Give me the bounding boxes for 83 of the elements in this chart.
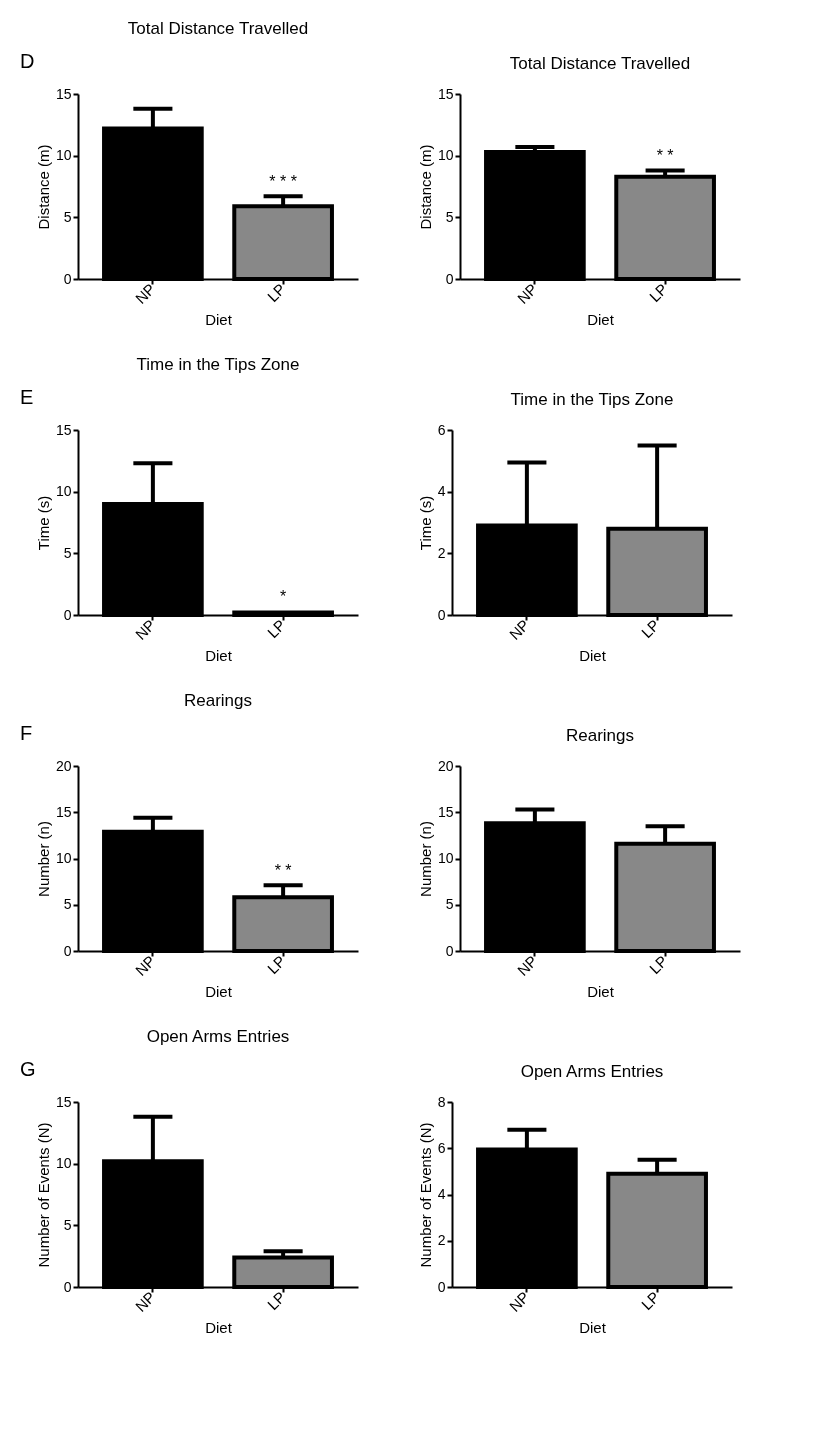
y-tick-label: 4 xyxy=(437,1186,446,1202)
x-tick-label: LP xyxy=(263,280,289,306)
x-tick-label: NP xyxy=(131,1288,159,1315)
annotation: * * xyxy=(656,147,674,165)
y-axis-title: Number (n) xyxy=(416,821,434,897)
y-axis-title: Number of Events (N) xyxy=(34,1122,52,1268)
y-tick-label: 2 xyxy=(437,544,446,561)
y-tick-label: 10 xyxy=(55,483,72,500)
y-tick-label: 5 xyxy=(63,896,72,913)
y-tick-label: 15 xyxy=(55,803,72,820)
y-tick-label: 10 xyxy=(437,147,454,164)
y-tick-label: 15 xyxy=(437,803,454,820)
x-tick-label: LP xyxy=(645,280,671,306)
annotation: * * xyxy=(274,862,292,880)
y-tick-label: 6 xyxy=(437,421,446,438)
y-tick-label: 15 xyxy=(55,85,72,102)
text: E xyxy=(20,386,34,408)
x-axis-title: Diet xyxy=(205,1318,233,1336)
chart-title: Total Distance Travelled xyxy=(509,54,691,73)
x-axis-title: Diet xyxy=(587,310,615,328)
y-axis-title: Time (s) xyxy=(34,495,52,551)
y-tick-label: 4 xyxy=(437,483,446,500)
y-tick-label: 0 xyxy=(63,1278,72,1295)
x-tick-label: LP xyxy=(645,952,671,978)
y-tick-label: 0 xyxy=(63,942,72,959)
y-tick-label: 2 xyxy=(437,1232,446,1249)
x-tick-label: NP xyxy=(505,1288,533,1315)
y-tick-label: 0 xyxy=(437,606,446,623)
x-tick-label: NP xyxy=(131,616,159,643)
text: F xyxy=(20,722,33,744)
x-tick-label: LP xyxy=(263,1288,289,1314)
x-tick-label: LP xyxy=(263,952,289,978)
y-axis-title: Distance (m) xyxy=(416,144,434,230)
x-tick-label: NP xyxy=(131,952,159,979)
x-axis-title: Diet xyxy=(205,982,233,1000)
y-axis-title: Time (s) xyxy=(416,495,434,551)
chart-title: Rearings xyxy=(565,726,635,745)
text: G xyxy=(20,1058,36,1080)
y-tick-label: 8 xyxy=(437,1093,446,1110)
y-tick-label: 0 xyxy=(445,942,454,959)
annotation: * * * xyxy=(269,173,297,191)
y-tick-label: 0 xyxy=(63,270,72,287)
y-tick-label: 5 xyxy=(445,208,454,225)
y-tick-label: 10 xyxy=(55,850,72,866)
y-tick-label: 5 xyxy=(63,1216,72,1233)
x-tick-label: NP xyxy=(505,616,533,643)
y-axis-title: Number (n) xyxy=(34,821,52,897)
text: D xyxy=(20,50,35,72)
x-axis-title: Diet xyxy=(579,1318,607,1336)
chart-title: Time in the Tips Zone xyxy=(510,390,674,409)
y-tick-label: 10 xyxy=(437,850,454,866)
y-tick-label: 10 xyxy=(55,1155,72,1172)
chart-title: Open Arms Entries xyxy=(146,1027,290,1046)
y-tick-label: 0 xyxy=(437,1278,446,1295)
x-tick-label: LP xyxy=(637,1288,663,1314)
y-axis-title: Distance (m) xyxy=(34,144,52,230)
x-axis-title: Diet xyxy=(205,646,233,664)
y-tick-label: 15 xyxy=(55,1093,72,1110)
x-tick-label: NP xyxy=(513,952,541,979)
y-tick-label: 20 xyxy=(437,757,454,774)
y-tick-label: 15 xyxy=(55,421,72,438)
x-tick-label: LP xyxy=(263,616,289,642)
x-axis-title: Diet xyxy=(587,982,615,1000)
y-tick-label: 6 xyxy=(437,1139,446,1156)
y-tick-label: 0 xyxy=(63,606,72,623)
annotation: * xyxy=(280,588,287,606)
y-tick-label: 0 xyxy=(445,270,454,287)
chart-title: Rearings xyxy=(183,691,253,710)
y-tick-label: 5 xyxy=(445,896,454,913)
x-tick-label: NP xyxy=(513,280,541,307)
x-axis-title: Diet xyxy=(205,310,233,328)
chart-title: Total Distance Travelled xyxy=(127,19,309,38)
x-tick-label: LP xyxy=(637,616,663,642)
y-tick-label: 10 xyxy=(55,147,72,164)
y-tick-label: 5 xyxy=(63,208,72,225)
chart-title: Open Arms Entries xyxy=(520,1062,664,1081)
y-tick-label: 5 xyxy=(63,544,72,561)
y-tick-label: 15 xyxy=(437,85,454,102)
y-axis-title: Number of Events (N) xyxy=(416,1122,434,1268)
y-tick-label: 20 xyxy=(55,757,72,774)
x-tick-label: NP xyxy=(131,280,159,307)
x-axis-title: Diet xyxy=(579,646,607,664)
chart-title: Time in the Tips Zone xyxy=(136,355,300,374)
